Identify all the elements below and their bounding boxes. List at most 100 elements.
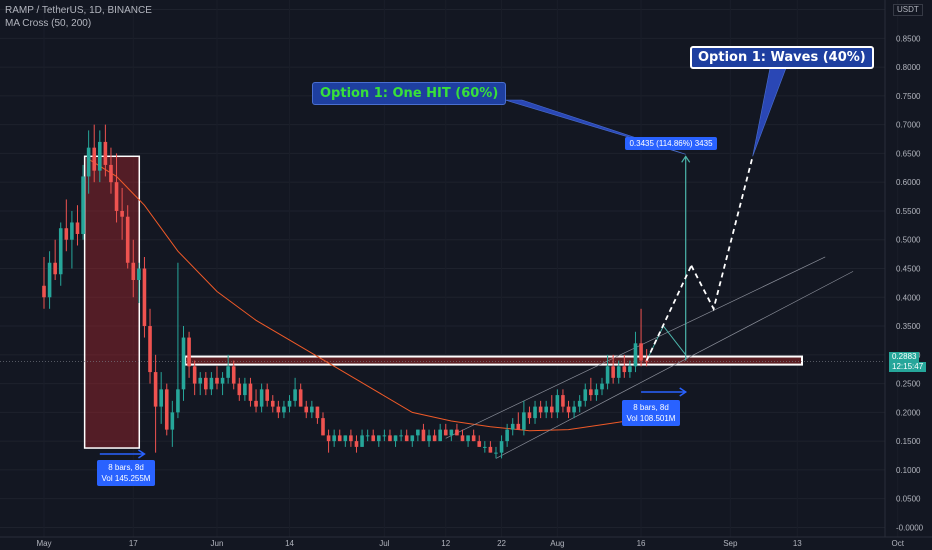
measure-left-vol: Vol 145.255M (101, 474, 151, 483)
measure-right-vol: Vol 108.501M (626, 414, 676, 423)
candle-body (209, 377, 214, 390)
price-tick-label: 0.8500 (896, 34, 921, 43)
candle-body (58, 228, 63, 275)
price-tick-label: 0.2500 (896, 380, 921, 389)
candle-body (237, 383, 242, 396)
time-tick-label: Jun (211, 539, 224, 548)
candle-body (231, 366, 236, 384)
price-tick-label: 0.0500 (896, 495, 921, 504)
candle-body (600, 383, 604, 390)
candle-body (148, 326, 152, 373)
measure-right: 8 bars, 8d Vol 108.501M (622, 400, 680, 426)
currency-badge[interactable]: USDT (893, 4, 923, 16)
price-tick-label: 0.7500 (896, 92, 921, 101)
candle-body (644, 360, 649, 362)
candle-body (483, 446, 487, 448)
candle-body (410, 435, 415, 442)
candle-body (538, 406, 543, 413)
candle-body (404, 435, 409, 442)
candle-body (254, 400, 258, 407)
grid-lines (0, 9, 885, 528)
measure-right-arrow-head (679, 387, 688, 397)
time-tick-label: May (36, 539, 51, 548)
price-tick-label: 0.1500 (896, 437, 921, 446)
candle-body (204, 377, 208, 390)
option1-waves-callout[interactable]: Option 1: Waves (40%) (690, 46, 874, 69)
candle-body (293, 389, 297, 401)
candle-body (326, 435, 331, 442)
current-price-badge: 0.2883 (889, 352, 920, 362)
candle-body (181, 337, 186, 390)
countdown-badge: 12:15:47 (889, 362, 927, 372)
candle-body (215, 377, 219, 384)
candle-body (432, 435, 437, 442)
candle-body (455, 429, 459, 436)
candle-body (566, 406, 571, 413)
candle-body (488, 446, 493, 453)
candle-body (310, 406, 314, 413)
candle-body (98, 141, 102, 171)
candle-body (349, 435, 353, 442)
candle-body (176, 389, 180, 413)
candle-body (549, 406, 554, 413)
candle-body (282, 406, 286, 413)
candle-body (616, 366, 621, 378)
price-tick-label: 0.8000 (896, 63, 921, 72)
price-tick-label: 0.3500 (896, 322, 921, 331)
candle-body (321, 418, 325, 436)
candle-body (270, 400, 275, 407)
time-tick-label: 16 (637, 539, 646, 548)
candle-body (589, 389, 593, 396)
candle-body (70, 222, 74, 240)
target-measure-label: 0.3435 (114.86%) 3435 (625, 137, 717, 150)
candle-body (499, 441, 504, 453)
option1-hit-callout[interactable]: Option 1: One HIT (60%) (312, 82, 507, 105)
candle-body (572, 406, 576, 413)
candle-body (226, 366, 230, 378)
candle-body (516, 423, 521, 430)
candle-body (466, 435, 470, 442)
candle-body (220, 377, 225, 384)
time-tick-label: 22 (497, 539, 506, 548)
candle-body (471, 435, 476, 442)
candle-body (337, 435, 342, 442)
candle-body (527, 412, 532, 419)
candle-body (109, 164, 113, 183)
price-axis[interactable]: 0.90000.85000.80000.75000.70000.65000.60… (884, 0, 924, 537)
candle-body (153, 372, 158, 407)
candle-body (248, 383, 253, 401)
symbol-title: RAMP / TetherUS, 1D, BINANCE (5, 5, 152, 16)
candle-body (622, 366, 627, 373)
candle-body (343, 435, 348, 442)
price-tick-label: 0.6000 (896, 178, 921, 187)
measure-left-arrow-head (138, 449, 146, 459)
candle-body (103, 141, 108, 165)
candle-body (494, 452, 498, 454)
time-tick-label: Sep (723, 539, 738, 548)
candle-body (416, 429, 420, 436)
candle-body (42, 285, 46, 298)
candle-body (86, 147, 91, 177)
measure-right-bars: 8 bars, 8d (633, 403, 669, 412)
candle-body (377, 435, 381, 442)
candle-body (276, 406, 281, 413)
candle-body (605, 366, 610, 384)
candle-body (510, 423, 515, 430)
candle-body (187, 337, 191, 367)
candle-body (192, 366, 197, 384)
target-triangle (646, 325, 687, 361)
candle-body (544, 406, 548, 413)
drop-zone-box (83, 155, 141, 449)
time-axis[interactable]: May 17 Jun 14 Jul 12 22 Aug 16 Sep 13 Oct (0, 536, 932, 548)
candle-body (522, 412, 526, 430)
candle-body (639, 343, 643, 361)
candle-body (354, 441, 359, 447)
candle-body (477, 441, 482, 447)
candle-body (365, 435, 370, 437)
candle-body (259, 389, 264, 407)
candle-body (131, 262, 136, 281)
candle-body (421, 429, 426, 442)
candle-body (304, 406, 309, 413)
